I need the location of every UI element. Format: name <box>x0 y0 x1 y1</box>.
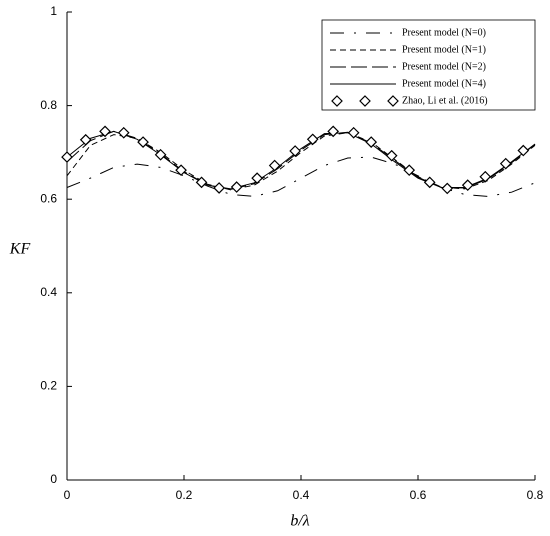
x-axis-label: b/λ <box>290 513 309 530</box>
data-point <box>268 159 281 172</box>
data-point <box>403 164 416 177</box>
data-point <box>230 181 243 193</box>
data-point <box>365 136 378 148</box>
data-point <box>289 145 301 157</box>
y-axis-label: KF <box>9 241 31 258</box>
legend-marker <box>359 95 371 107</box>
legend-marker <box>387 95 399 107</box>
data-point <box>461 179 474 192</box>
data-point <box>137 136 149 148</box>
data-point <box>479 170 492 183</box>
data-point <box>213 182 225 194</box>
x-tick-label: 0.2 <box>176 488 193 502</box>
series-line <box>66 156 536 197</box>
data-point <box>175 164 187 177</box>
data-point <box>251 172 263 184</box>
data-point <box>117 126 130 139</box>
y-tick-label: 1 <box>50 4 57 18</box>
series-line <box>66 130 536 190</box>
legend-label: Present model (N=2) <box>402 61 486 72</box>
series-line <box>66 130 536 190</box>
data-point <box>347 126 360 139</box>
data-point <box>517 144 530 157</box>
legend-label: Zhao, Li et al. (2016) <box>402 95 488 106</box>
legend-box <box>321 19 536 111</box>
data-point <box>385 149 398 162</box>
y-tick-label: 0.8 <box>40 98 57 112</box>
x-tick-label: 0.8 <box>527 488 544 502</box>
x-tick-label: 0 <box>64 488 71 502</box>
legend-label: Present model (N=4) <box>402 78 486 89</box>
data-point <box>61 151 73 163</box>
y-tick-label: 0.6 <box>40 191 57 205</box>
data-point <box>79 133 92 146</box>
y-tick-label: 0.4 <box>40 285 57 299</box>
x-tick-label: 0.6 <box>410 488 427 502</box>
data-point <box>154 148 167 161</box>
data-point <box>423 176 436 189</box>
legend-label: Present model (N=1) <box>402 44 486 55</box>
legend-label: Present model (N=0) <box>402 27 486 38</box>
y-tick-label: 0.2 <box>40 379 57 393</box>
data-point <box>441 182 454 195</box>
x-tick-label: 0.4 <box>293 488 310 502</box>
data-point <box>327 125 340 138</box>
data-point <box>499 157 512 170</box>
data-point <box>99 125 111 138</box>
legend-marker <box>331 95 343 107</box>
data-point <box>195 176 208 189</box>
y-tick-label: 0 <box>50 472 57 486</box>
series-line <box>66 132 536 191</box>
data-point <box>306 133 319 146</box>
